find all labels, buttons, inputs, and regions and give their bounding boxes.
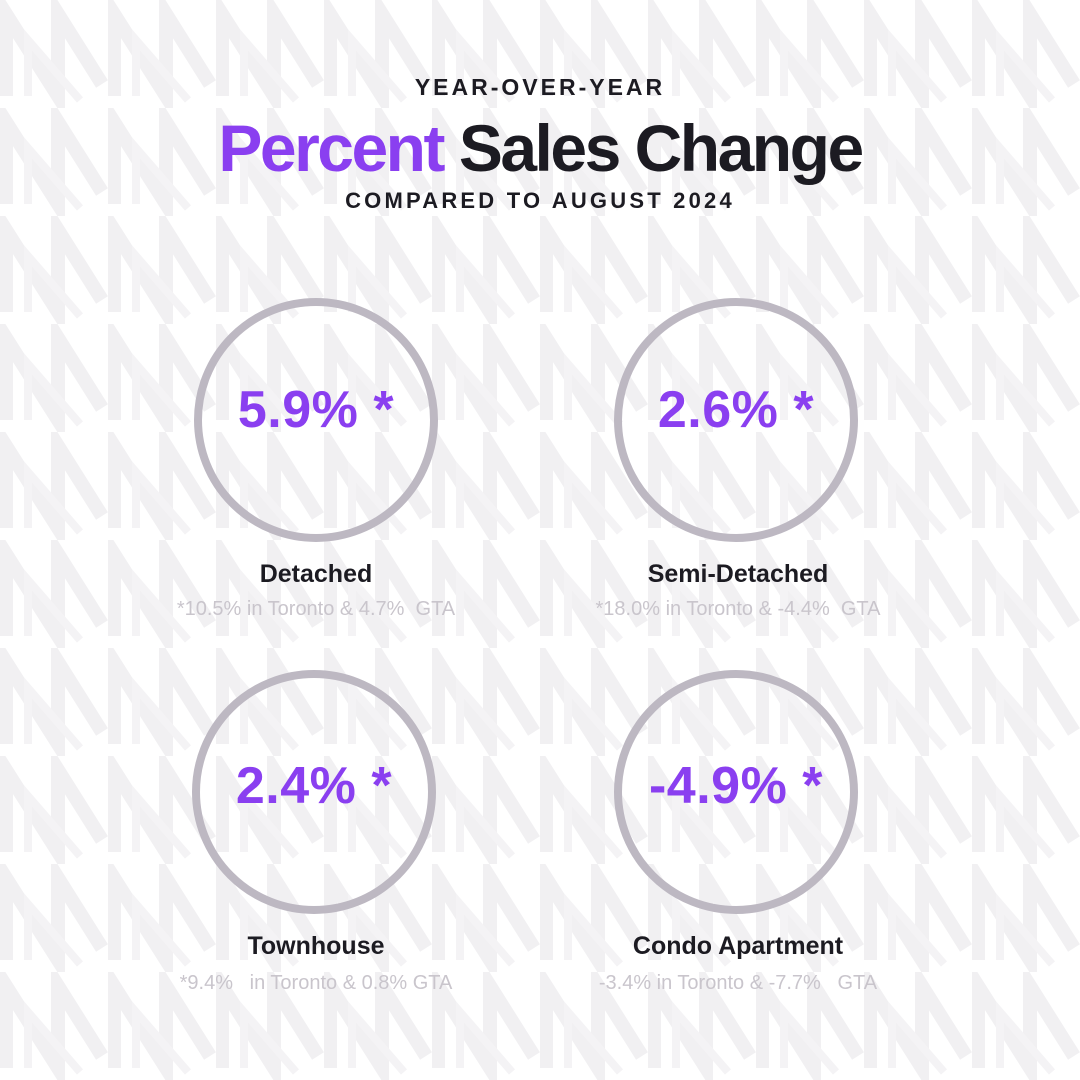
- label-condo-apartment: Condo Apartment: [632, 932, 844, 960]
- note-condo-apartment: -3.4% in Toronto & -7.7% GTA: [598, 972, 878, 994]
- card-condo-apartment: -4.9% * Condo Apartment -3.4% in Toronto…: [528, 670, 948, 1030]
- title-rest: Sales Change: [458, 111, 864, 185]
- eyebrow-text: YEAR-OVER-YEAR: [414, 74, 666, 100]
- card-townhouse: 2.4% * Townhouse *9.4% in Toronto & 0.8%…: [106, 670, 526, 1030]
- label-townhouse: Townhouse: [247, 932, 385, 960]
- ring-circle: [614, 670, 858, 914]
- card-semi-detached: 2.6% * Semi-Detached *18.0% in Toronto &…: [528, 298, 948, 658]
- ring-circle: [194, 298, 438, 542]
- title-accent: Percent: [218, 111, 445, 185]
- value-townhouse: 2.4% *: [235, 757, 393, 815]
- value-condo-apartment: -4.9% *: [648, 757, 824, 815]
- label-semi-detached: Semi-Detached: [647, 560, 829, 588]
- subtitle: COMPARED TO AUGUST 2024: [345, 188, 735, 213]
- card-detached: 5.9% * Detached *10.5% in Toronto & 4.7%…: [106, 298, 526, 658]
- ring-circle: [614, 298, 858, 542]
- label-detached: Detached: [259, 560, 373, 588]
- note-detached: *10.5% in Toronto & 4.7% GTA: [176, 598, 456, 620]
- value-detached: 5.9% *: [237, 381, 395, 439]
- value-semi-detached: 2.6% *: [657, 381, 815, 439]
- note-townhouse: *9.4% in Toronto & 0.8% GTA: [179, 972, 453, 994]
- page-title: Percent Sales Change: [0, 108, 1080, 188]
- note-semi-detached: *18.0% in Toronto & -4.4% GTA: [595, 598, 881, 620]
- ring-circle: [192, 670, 436, 914]
